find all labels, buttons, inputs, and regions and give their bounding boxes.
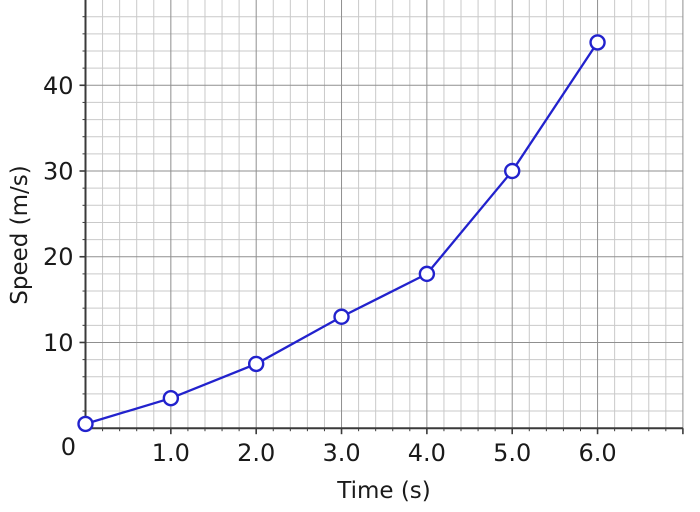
- data-point-marker: [247, 355, 265, 373]
- x-tick-labels: 1.0 2.0 3.0 4.0 5.0 6.0: [152, 439, 617, 467]
- major-gridlines: [85, 0, 684, 429]
- minor-gridlines: [85, 0, 683, 429]
- y-tick-label: 10: [43, 329, 74, 357]
- y-tick-labels: 10 20 30 40: [43, 72, 74, 357]
- x-tick-label: 3.0: [322, 439, 360, 467]
- data-point-markers: [77, 34, 606, 433]
- data-point-marker: [504, 162, 521, 180]
- data-point-marker: [77, 415, 94, 433]
- data-point-marker: [418, 265, 436, 283]
- data-point-marker: [333, 308, 350, 325]
- x-tick-label: 6.0: [578, 439, 616, 467]
- origin-tick-label: 0: [61, 433, 76, 461]
- y-tick-label: 40: [43, 72, 74, 100]
- axes-spines: [84, 0, 683, 430]
- x-tick-label: 1.0: [152, 439, 190, 467]
- x-tick-label: 5.0: [493, 439, 531, 467]
- data-point-marker: [162, 389, 180, 407]
- data-point-marker: [589, 34, 606, 51]
- y-tick-label: 20: [43, 243, 74, 271]
- x-axis-title: Time (s): [336, 478, 431, 504]
- y-axis-title: Speed (m/s): [7, 165, 33, 305]
- x-tick-label: 2.0: [237, 439, 275, 467]
- y-tick-label: 30: [43, 158, 74, 186]
- x-tick-label: 4.0: [408, 439, 446, 467]
- axis-ticks: [79, 16, 684, 435]
